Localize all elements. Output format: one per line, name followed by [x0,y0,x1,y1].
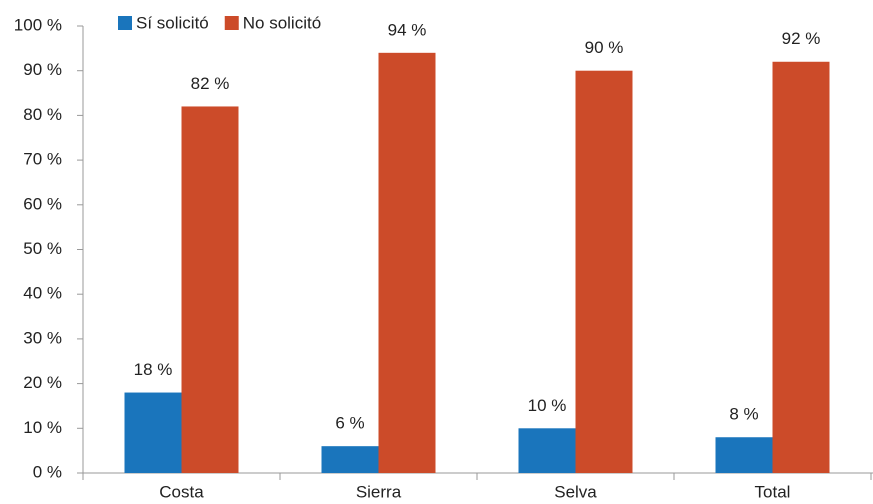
data-label: 82 % [191,74,230,93]
legend-label: Sí solicitó [136,13,209,32]
x-tick-label: Selva [554,482,597,501]
data-label: 18 % [134,360,173,379]
y-tick-label: 70 % [23,150,62,169]
data-label: 94 % [388,20,427,39]
data-label: 90 % [585,38,624,57]
legend-swatch [118,16,132,30]
legend-swatch [224,16,239,30]
y-tick-label: 0 % [33,462,62,481]
bar [715,437,773,473]
x-tick-label: Total [755,482,791,501]
y-tick-label: 20 % [23,373,62,392]
legend-label: No solicitó [243,13,321,32]
bar [575,70,633,473]
bar [518,428,576,473]
data-label: 92 % [782,29,821,48]
data-label: 6 % [335,414,364,433]
bar [772,61,830,473]
y-tick-label: 80 % [23,105,62,124]
bar [124,392,182,473]
y-tick-label: 90 % [23,60,62,79]
x-tick-label: Costa [159,482,204,501]
y-tick-label: 100 % [14,15,62,34]
bar [321,446,379,473]
data-label: 10 % [528,396,567,415]
y-tick-label: 30 % [23,328,62,347]
bar [181,106,239,474]
y-tick-label: 60 % [23,194,62,213]
bar [378,52,436,473]
y-tick-label: 40 % [23,284,62,303]
y-tick-label: 50 % [23,239,62,258]
x-tick-label: Sierra [356,482,402,501]
y-tick-label: 10 % [23,418,62,437]
data-label: 8 % [729,405,758,424]
